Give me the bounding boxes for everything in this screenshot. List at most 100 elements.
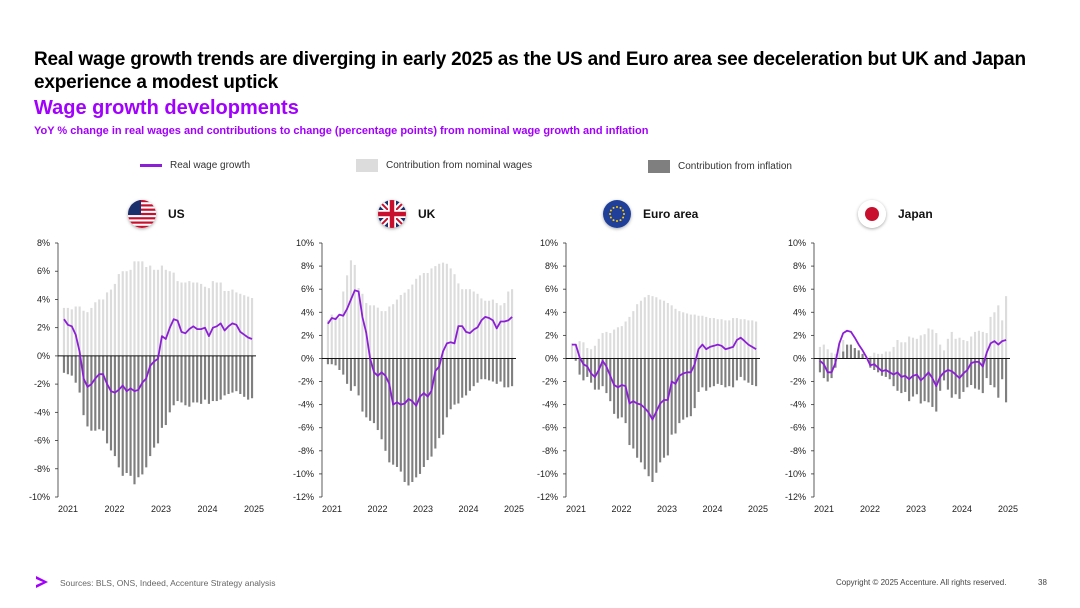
bar-nominal-japan bbox=[970, 336, 973, 359]
bar-nominal-us bbox=[215, 282, 218, 356]
bar-nominal-us bbox=[113, 283, 116, 356]
bar-inflation-euro-area bbox=[620, 358, 623, 418]
chart-title-uk: UK bbox=[418, 207, 436, 221]
bar-nominal-us bbox=[200, 283, 203, 356]
bar-nominal-euro-area bbox=[716, 319, 719, 359]
bar-nominal-japan bbox=[904, 342, 907, 359]
real-wage-line-japan bbox=[819, 329, 1007, 388]
bar-inflation-us bbox=[207, 355, 211, 404]
japan-flag-icon bbox=[858, 200, 886, 228]
x-tick-label-japan: 2021 bbox=[814, 504, 834, 514]
bar-inflation-us bbox=[239, 355, 242, 394]
bar-inflation-uk bbox=[411, 358, 414, 482]
bar-inflation-us bbox=[62, 355, 66, 373]
y-tick-label-euro-area: -12% bbox=[537, 492, 558, 502]
x-tick-label-uk: 2022 bbox=[367, 504, 387, 514]
y-tick-label-uk: 0% bbox=[301, 353, 314, 363]
bar-nominal-us bbox=[153, 269, 156, 356]
footer-sources: Sources: BLS, ONS, Indeed, Accenture Str… bbox=[60, 578, 276, 588]
bar-nominal-uk bbox=[457, 283, 460, 359]
bar-nominal-us bbox=[109, 289, 113, 356]
y-tick-label-uk: 8% bbox=[301, 261, 314, 271]
bar-inflation-us bbox=[145, 355, 148, 468]
bar-inflation-us bbox=[66, 355, 69, 375]
bar-nominal-us bbox=[168, 271, 171, 356]
bar-nominal-uk bbox=[468, 289, 471, 359]
accenture-logo-icon bbox=[34, 574, 50, 595]
bar-nominal-uk bbox=[480, 298, 483, 359]
bar-inflation-uk bbox=[438, 358, 441, 439]
bar-nominal-euro-area bbox=[697, 315, 700, 359]
y-tick-label-us: -4% bbox=[34, 407, 50, 417]
bar-nominal-us bbox=[74, 306, 77, 356]
bar-nominal-uk bbox=[342, 291, 345, 359]
bar-nominal-us bbox=[211, 281, 214, 356]
y-tick-label-us: -10% bbox=[29, 492, 50, 502]
bar-inflation-us bbox=[243, 355, 246, 397]
bar-inflation-us bbox=[250, 355, 254, 399]
bar-nominal-japan bbox=[919, 335, 922, 359]
bar-inflation-japan bbox=[954, 358, 957, 395]
bar-nominal-japan bbox=[842, 339, 845, 359]
y-tick-label-uk: -6% bbox=[298, 423, 314, 433]
bar-inflation-euro-area bbox=[689, 358, 692, 417]
bar-inflation-uk bbox=[464, 358, 468, 396]
bar-nominal-us bbox=[117, 274, 120, 356]
eu-flag-icon bbox=[603, 200, 631, 228]
legend-line-swatch bbox=[140, 164, 162, 167]
bar-inflation-euro-area bbox=[605, 358, 608, 394]
bar-inflation-euro-area bbox=[678, 358, 681, 424]
bar-inflation-euro-area bbox=[685, 358, 689, 418]
bar-inflation-us bbox=[70, 355, 73, 376]
bar-inflation-japan bbox=[818, 358, 822, 373]
bar-inflation-uk bbox=[365, 358, 368, 418]
legend-real-wage: Real wage growth bbox=[140, 160, 250, 171]
bar-inflation-uk bbox=[511, 358, 514, 387]
bar-nominal-us bbox=[156, 269, 160, 356]
bar-inflation-euro-area bbox=[701, 358, 704, 388]
bar-inflation-japan bbox=[931, 358, 934, 407]
bar-nominal-japan bbox=[981, 331, 984, 359]
bar-inflation-euro-area bbox=[708, 358, 712, 388]
bar-nominal-euro-area bbox=[751, 320, 754, 359]
bar-nominal-japan bbox=[989, 316, 992, 359]
bar-nominal-uk bbox=[507, 291, 510, 359]
bar-inflation-uk bbox=[495, 358, 498, 384]
bar-inflation-us bbox=[180, 355, 183, 403]
y-tick-label-uk: 10% bbox=[296, 238, 314, 248]
y-tick-label-us: -6% bbox=[34, 436, 50, 446]
bar-nominal-us bbox=[149, 265, 152, 356]
bar-inflation-uk bbox=[330, 358, 333, 365]
bar-inflation-japan bbox=[973, 358, 977, 389]
bar-nominal-euro-area bbox=[743, 319, 746, 359]
bar-inflation-us bbox=[141, 355, 144, 475]
bar-inflation-us bbox=[113, 355, 116, 457]
y-tick-label-euro-area: 8% bbox=[545, 261, 558, 271]
bar-nominal-japan bbox=[873, 352, 876, 359]
bar-nominal-uk bbox=[426, 273, 429, 359]
bar-nominal-japan bbox=[985, 333, 988, 359]
bar-nominal-us bbox=[239, 293, 242, 356]
bar-inflation-japan bbox=[869, 358, 872, 368]
bar-inflation-uk bbox=[407, 358, 410, 486]
chart-title-eu: Euro area bbox=[643, 207, 699, 221]
bar-inflation-uk bbox=[445, 358, 448, 418]
bar-nominal-uk bbox=[357, 288, 360, 359]
bar-nominal-uk bbox=[380, 311, 383, 359]
bar-nominal-japan bbox=[838, 343, 841, 359]
bar-nominal-euro-area bbox=[570, 343, 573, 359]
bar-nominal-uk bbox=[349, 260, 352, 359]
x-tick-label-euro-area: 2025 bbox=[748, 504, 768, 514]
bar-inflation-euro-area bbox=[728, 358, 731, 387]
bar-nominal-euro-area bbox=[601, 333, 604, 359]
bar-nominal-japan bbox=[977, 330, 980, 359]
real-wage-line-uk bbox=[327, 289, 513, 407]
bar-nominal-uk bbox=[395, 299, 399, 359]
bar-inflation-us bbox=[94, 355, 97, 431]
bar-inflation-us bbox=[215, 355, 218, 402]
bar-inflation-us bbox=[184, 355, 187, 406]
bar-nominal-euro-area bbox=[708, 318, 712, 359]
bar-inflation-us bbox=[98, 355, 101, 430]
bar-nominal-us bbox=[184, 282, 187, 356]
bar-inflation-uk bbox=[476, 358, 479, 383]
